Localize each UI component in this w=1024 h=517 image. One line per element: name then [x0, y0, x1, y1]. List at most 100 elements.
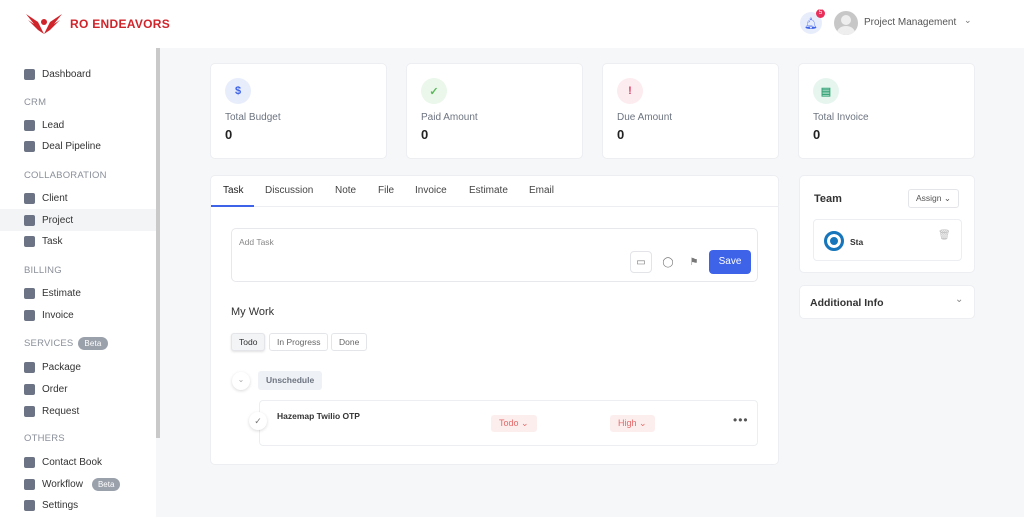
add-task-input[interactable]: Add Task	[239, 237, 274, 247]
stat-label: Total Invoice	[813, 112, 869, 123]
deal-pipeline-icon	[24, 140, 35, 152]
team-card: Team Assign ⌄ Sta 🗑︎	[799, 175, 975, 273]
active-highlight	[0, 209, 156, 231]
sidebar-item-label: Client	[42, 192, 68, 204]
task-icon	[24, 235, 35, 247]
project-icon	[24, 214, 35, 226]
collapse-chevron-icon[interactable]: ⌄	[232, 372, 250, 390]
stat-label: Paid Amount	[421, 112, 478, 123]
tab-invoice[interactable]: Invoice	[415, 185, 447, 196]
client-icon	[24, 192, 35, 204]
invoice-icon	[24, 309, 35, 321]
sidebar-item-deal-pipeline[interactable]: Deal Pipeline	[24, 136, 101, 156]
stat-card: ! Due Amount 0	[602, 63, 779, 159]
priority-value: High	[618, 418, 637, 428]
shield-alert-icon: !	[617, 78, 643, 104]
layers-icon	[24, 68, 35, 80]
delete-icon[interactable]: 🗑︎	[938, 230, 951, 241]
check-circle-icon[interactable]: ◯	[662, 256, 674, 268]
sidebar-item-label: Request	[42, 405, 80, 417]
filter-done[interactable]: Done	[331, 333, 368, 351]
beta-badge: Beta	[91, 477, 121, 491]
section-label: BILLING	[24, 265, 62, 276]
sidebar-item-label: Task	[42, 235, 63, 247]
priority-dropdown[interactable]: High ⌄	[610, 415, 655, 432]
assign-dropdown[interactable]: Assign ⌄	[908, 189, 959, 208]
task-name[interactable]: Hazemap Twilio OTP	[277, 411, 360, 421]
tab-task[interactable]: Task	[223, 185, 244, 196]
tab-file[interactable]: File	[378, 185, 395, 196]
sidebar-item-contact-book[interactable]: Contact Book	[24, 452, 102, 472]
brand-name: RO ENDEAVORS	[70, 17, 171, 31]
chevron-down-icon[interactable]: ⌄	[955, 294, 964, 305]
group-unschedule[interactable]: Unschedule	[258, 371, 323, 390]
sidebar-section-title: CRM	[24, 97, 46, 108]
section-label: CRM	[24, 97, 47, 108]
section-label: SERVICES	[24, 338, 74, 349]
tab-note[interactable]: Note	[335, 185, 357, 196]
contact-book-icon	[24, 456, 35, 468]
sidebar-item-order[interactable]: Order	[24, 379, 68, 399]
save-button[interactable]: Save	[709, 250, 751, 274]
logo[interactable]: RO ENDEAVORS	[24, 12, 170, 36]
beta-badge: Beta	[78, 337, 108, 350]
sidebar-scrollbar[interactable]	[156, 48, 160, 438]
additional-info-card[interactable]: Additional Info ⌄	[799, 285, 975, 319]
stat-card: ✓ Paid Amount 0	[406, 63, 583, 159]
settings-icon	[24, 499, 35, 511]
order-icon	[24, 383, 35, 395]
tab-estimate[interactable]: Estimate	[469, 185, 508, 196]
additional-info-title: Additional Info	[810, 297, 884, 309]
tab-email[interactable]: Email	[529, 185, 555, 196]
tab-discussion[interactable]: Discussion	[265, 185, 314, 196]
workflow-icon	[24, 478, 35, 490]
sidebar-item-project[interactable]: Project	[24, 210, 73, 230]
top-bar: RO ENDEAVORS 🔔︎ 5 Project Management ⌄	[0, 0, 1024, 48]
filter-in-progress[interactable]: In Progress	[269, 333, 329, 351]
team-title: Team	[814, 193, 842, 205]
sidebar-item-label: Dashboard	[42, 68, 91, 80]
status-dropdown[interactable]: Todo ⌄	[491, 415, 537, 432]
sidebar-item-label: Package	[42, 361, 81, 373]
stat-card: ▤ Total Invoice 0	[798, 63, 975, 159]
request-icon	[24, 405, 35, 417]
sidebar-item-package[interactable]: Package	[24, 357, 81, 377]
stat-value: 0	[617, 127, 625, 142]
chevron-down-icon[interactable]: ⌄	[964, 15, 972, 25]
filter-todo[interactable]: Todo	[231, 333, 266, 351]
task-panel: Task Discussion Note File Invoice Estimate Ema…	[210, 175, 779, 465]
stat-value: 0	[225, 127, 233, 142]
sidebar-item-settings[interactable]: Settings	[24, 495, 78, 515]
sidebar-item-request[interactable]: Request	[24, 401, 79, 421]
user-menu[interactable]: Project Management	[864, 17, 957, 28]
estimate-icon	[24, 287, 35, 299]
avatar[interactable]	[834, 11, 858, 35]
sidebar-item-label: Order	[42, 383, 68, 395]
active-tab-indicator	[211, 205, 254, 207]
team-member[interactable]: Sta 🗑︎	[813, 219, 962, 261]
stat-value: 0	[421, 127, 429, 142]
sidebar-section-title: BILLING	[24, 265, 62, 276]
calendar-icon[interactable]: ▭	[630, 251, 652, 273]
sidebar-item-label: Settings	[42, 499, 79, 511]
sidebar-item-task[interactable]: Task	[24, 231, 63, 251]
section-label: COLLABORATION	[24, 170, 107, 181]
notification-button[interactable]: 🔔︎ 5	[800, 9, 825, 34]
sidebar-item-client[interactable]: Client	[24, 188, 68, 208]
more-options-icon[interactable]: •••	[733, 413, 749, 427]
sidebar-item-dashboard[interactable]: Dashboard	[24, 64, 91, 84]
sidebar-item-lead[interactable]: Lead	[24, 115, 64, 135]
sidebar-item-workflow[interactable]: Workflow Beta	[24, 474, 121, 494]
notification-count: 5	[816, 9, 825, 18]
sidebar-item-label: Estimate	[42, 287, 81, 299]
stat-label: Due Amount	[617, 112, 673, 123]
sidebar-item-label: Deal Pipeline	[42, 140, 101, 152]
sidebar-item-label: Invoice	[42, 309, 74, 321]
add-task-box[interactable]: Add Task ▭ ◯ ⚑ Save	[231, 228, 758, 282]
package-icon	[24, 361, 35, 373]
complete-task-icon[interactable]: ✓	[249, 412, 267, 430]
sidebar-item-invoice[interactable]: Invoice	[24, 305, 74, 325]
flag-icon[interactable]: ⚑	[689, 256, 699, 268]
dollar-icon: $	[225, 78, 251, 104]
sidebar-item-estimate[interactable]: Estimate	[24, 283, 81, 303]
